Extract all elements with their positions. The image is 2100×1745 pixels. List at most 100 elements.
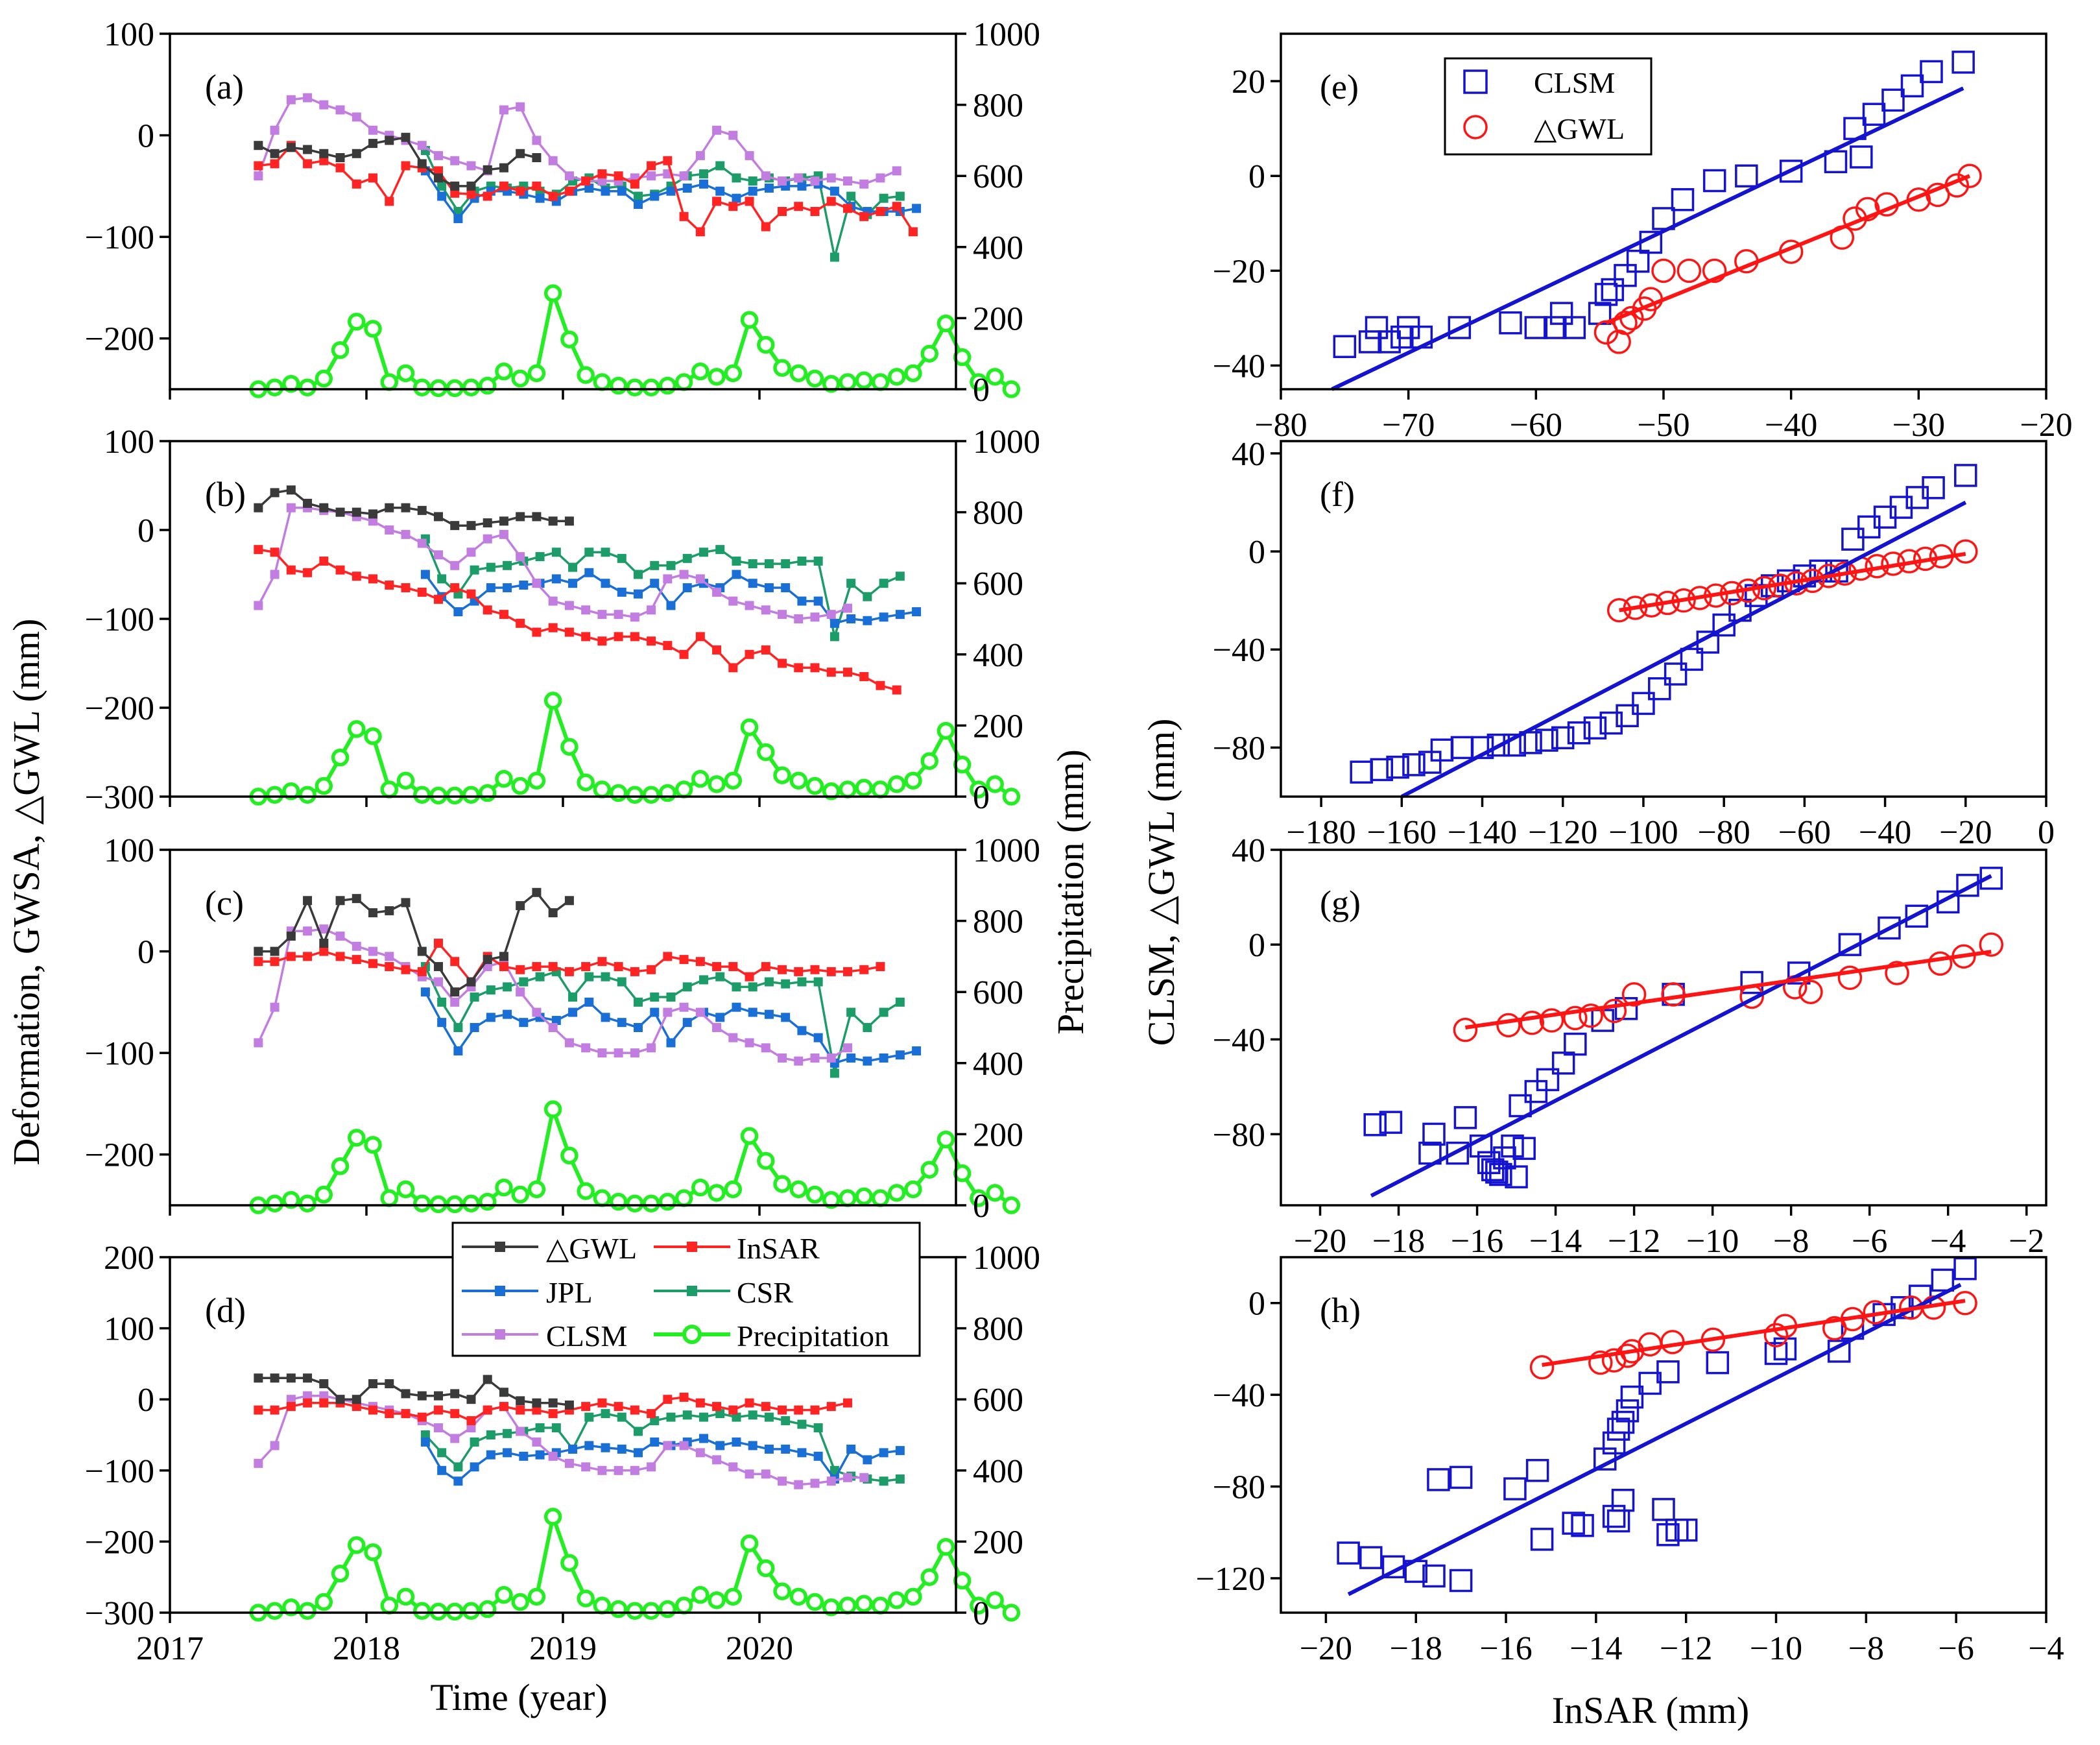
legend-entry-scatter-gwl: △GWL [1463, 112, 1625, 145]
data-point-precip-7 [364, 727, 382, 745]
clsm-point-16 [1614, 263, 1637, 287]
data-point-precip-46 [1002, 788, 1021, 806]
data-point-precip-13 [462, 786, 481, 804]
x-tick-label: −40 [1765, 407, 1817, 444]
data-point-gwl-16 [516, 149, 525, 158]
data-point-csr-23 [797, 1419, 807, 1429]
data-point-insar-37 [859, 211, 869, 221]
data-point-csr-3 [470, 993, 479, 1002]
data-point-gwl-0 [254, 503, 263, 512]
data-point-jpl-30 [912, 607, 922, 617]
data-point-insar-9 [401, 161, 411, 171]
data-point-insar-32 [778, 207, 787, 216]
data-point-clsm-2 [286, 1395, 296, 1404]
data-point-clsm-11 [433, 150, 443, 160]
data-point-precip-26 [674, 1596, 693, 1615]
data-point-precip-46 [1002, 380, 1021, 398]
data-point-gwl-1 [270, 1373, 280, 1383]
data-point-jpl-24 [813, 1451, 823, 1461]
data-point-precip-5 [331, 341, 350, 359]
data-point-gwl-19 [564, 516, 574, 526]
clsm-point-23 [1656, 1523, 1680, 1546]
data-point-insar-6 [352, 1402, 361, 1412]
data-point-insar-7 [368, 1405, 378, 1415]
x-tick-label: −18 [1390, 1630, 1442, 1667]
x-tick-label: −16 [1479, 1630, 1532, 1667]
data-point-csr-15 [666, 993, 676, 1002]
data-point-jpl-1 [437, 191, 447, 201]
scatter-legend: CLSM △GWL [1444, 57, 1653, 156]
y-tick-label: 20 [1232, 64, 1265, 101]
data-point-gwl-2 [286, 1373, 296, 1383]
data-point-precip-34 [805, 1185, 824, 1204]
data-point-insar-9 [401, 965, 411, 974]
clsm-point-1 [1358, 330, 1382, 354]
data-point-gwl-15 [499, 1388, 508, 1397]
data-point-clsm-8 [385, 525, 394, 535]
data-point-csr-18 [715, 161, 725, 171]
data-point-precip-33 [789, 1180, 808, 1199]
data-point-csr-23 [797, 977, 807, 987]
clsm-point-27 [1905, 904, 1929, 928]
y-tick-label-left: 100 [104, 16, 154, 53]
data-point-precip-34 [805, 1593, 824, 1611]
x-tick-label: −20 [2020, 407, 2072, 444]
data-point-insar-11 [433, 939, 443, 948]
data-point-jpl-13 [634, 1023, 643, 1032]
data-point-csr-19 [732, 1412, 741, 1422]
y-tick-label-right: 0 [973, 1595, 990, 1632]
data-point-precip-16 [511, 776, 529, 795]
data-point-clsm-2 [286, 95, 296, 104]
data-point-csr-19 [732, 556, 741, 566]
panel-label: (f) [1320, 475, 1355, 514]
data-point-clsm-28 [712, 1023, 722, 1032]
data-point-insar-26 [679, 1392, 689, 1402]
clsm-point-9 [1524, 316, 1548, 339]
data-point-precip-2 [282, 375, 300, 393]
data-point-precip-41 [920, 1161, 938, 1179]
data-point-jpl-11 [601, 186, 610, 196]
data-point-csr-28 [879, 579, 889, 588]
data-point-clsm-21 [597, 1048, 607, 1058]
data-point-insar-34 [810, 663, 820, 673]
x-tick-label: −6 [1852, 1223, 1887, 1260]
plot-frame [1280, 32, 2047, 391]
data-point-precip-34 [805, 369, 824, 388]
data-point-insar-35 [826, 1402, 836, 1412]
data-point-gwl-11 [433, 512, 443, 522]
y-tick-label-right: 600 [973, 566, 1023, 603]
series-line-clsm [257, 96, 898, 186]
clsm-point-2 [1365, 316, 1389, 339]
data-point-csr-4 [486, 1430, 495, 1439]
clsm-point-18 [1620, 1385, 1644, 1409]
data-point-insar-32 [778, 658, 787, 668]
data-point-precip-20 [577, 1589, 595, 1607]
data-point-jpl-11 [601, 1443, 610, 1452]
data-point-jpl-16 [682, 183, 692, 193]
data-point-jpl-19 [732, 570, 741, 579]
data-point-jpl-25 [829, 186, 839, 196]
data-point-csr-12 [617, 553, 626, 563]
data-point-clsm-7 [368, 516, 378, 526]
y-tick-label: −80 [1213, 1469, 1265, 1506]
data-point-jpl-12 [617, 1444, 626, 1454]
data-point-jpl-25 [829, 618, 839, 628]
data-point-csr-15 [666, 560, 676, 570]
clsm-point-0 [1363, 1113, 1387, 1137]
data-point-insar-32 [778, 1405, 787, 1415]
data-point-precip-38 [871, 373, 890, 391]
series-line-clsm [257, 928, 848, 1063]
data-point-clsm-35 [826, 1053, 836, 1063]
data-point-jpl-6 [519, 1018, 529, 1028]
data-point-precip-26 [674, 1189, 693, 1207]
data-point-csr-5 [503, 1428, 512, 1438]
data-point-precip-14 [478, 784, 497, 802]
data-point-clsm-22 [614, 1048, 623, 1058]
gwl-point-13 [1855, 197, 1880, 222]
data-point-clsm-35 [826, 1476, 836, 1486]
y-tick-label-right: 800 [973, 904, 1023, 941]
data-point-csr-20 [748, 982, 758, 992]
data-point-jpl-28 [879, 1448, 889, 1458]
y-tick-label-right: 800 [973, 495, 1023, 532]
data-point-precip-33 [789, 1587, 808, 1606]
